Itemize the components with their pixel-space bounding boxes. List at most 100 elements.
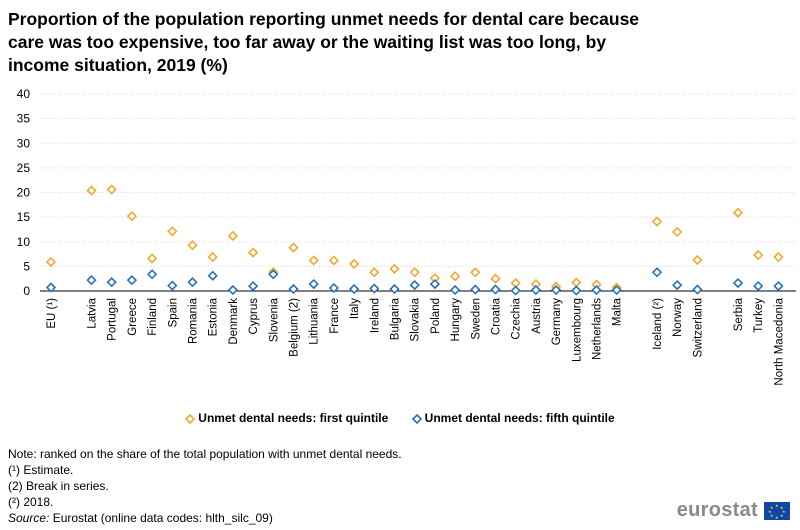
category-label: Norway	[672, 298, 684, 337]
category-label: Serbia	[733, 297, 745, 331]
fifth-quintile-point	[692, 284, 703, 295]
first-quintile-point	[227, 230, 239, 241]
category-label: Croatia	[491, 297, 503, 335]
first-quintile-point	[470, 267, 481, 278]
category-label: Finland	[147, 298, 159, 336]
first-quintile-point	[207, 251, 218, 263]
fifth-quintile-point	[227, 284, 239, 296]
fifth-quintile-point	[651, 267, 663, 278]
eu-flag-icon: ★ ★ ★ ★ ★ ★ ★ ★	[764, 501, 790, 520]
category-label: Switzerland	[692, 298, 704, 357]
notes: Note: ranked on the share of the total p…	[8, 446, 402, 526]
first-quintile-point	[146, 253, 158, 264]
legend-item-first-quintile[interactable]: Unmet dental needs: first quintile	[185, 411, 388, 425]
first-quintile-point	[409, 267, 420, 278]
first-quintile-point	[369, 267, 380, 278]
chart-title: Proportion of the population reporting u…	[8, 9, 640, 75]
fifth-quintile-point	[207, 270, 218, 281]
y-tick-label: 30	[17, 136, 31, 150]
first-quintile-point	[672, 226, 683, 238]
category-label: Iceland (²)	[652, 298, 664, 350]
fifth-quintile-point	[530, 284, 542, 296]
source-label: Source:	[8, 511, 50, 525]
footnote-estimate: (¹) Estimate.	[8, 463, 74, 477]
logo-text: eurostat	[676, 499, 758, 521]
category-label: Slovenia	[268, 297, 280, 342]
first-quintile-point	[167, 226, 178, 237]
category-label: Austria	[531, 297, 543, 333]
fifth-quintile-point	[449, 284, 461, 296]
fifth-quintile-point	[672, 279, 683, 291]
source-text: Eurostat (online data codes: hlth_silc_0…	[52, 511, 273, 525]
category-label: Portugal	[107, 298, 119, 341]
fifth-quintile-point	[429, 278, 441, 290]
fifth-quintile-point	[328, 282, 340, 294]
first-quintile-point	[651, 216, 663, 227]
fifth-quintile-point	[611, 284, 622, 296]
first-quintile-point	[45, 256, 57, 268]
category-label: North Macedonia	[773, 297, 785, 385]
y-tick-label: 0	[23, 284, 30, 298]
first-quintile-point	[126, 211, 138, 222]
category-label: Belgium (2)	[289, 298, 301, 357]
fifth-quintile-point	[106, 277, 117, 288]
category-label: Spain	[167, 298, 179, 327]
fifth-quintile-point	[591, 284, 602, 296]
category-label: Netherlands	[592, 298, 604, 360]
fifth-quintile-point	[571, 285, 582, 296]
category-label: Romania	[188, 297, 200, 344]
fifth-quintile-point	[470, 284, 481, 295]
fifth-quintile-point	[389, 283, 400, 295]
orange-diamond-icon	[185, 413, 196, 424]
category-label: Cyprus	[248, 298, 260, 335]
category-label: France	[329, 298, 341, 334]
y-tick-label: 15	[17, 210, 31, 224]
legend-item-fifth-quintile[interactable]: Unmet dental needs: fifth quintile	[411, 411, 615, 425]
fifth-quintile-point	[490, 284, 501, 295]
source-line: Source: Eurostat (online data codes: hlt…	[8, 510, 402, 526]
first-quintile-point	[449, 271, 461, 282]
chart-plot: 0 5 10 15 20 25 30 35 40 EU (¹) Latvia Portugal Gree…	[17, 87, 796, 386]
fifth-quintile-point	[773, 280, 784, 292]
category-label: Lithuania	[309, 297, 321, 344]
fifth-quintile-point	[247, 280, 259, 292]
category-label: Malta	[612, 297, 624, 326]
category-label: Turkey	[753, 298, 765, 333]
fifth-quintile-point	[753, 280, 764, 292]
legend-label-first: Unmet dental needs: first quintile	[198, 411, 389, 425]
fifth-quintile-point	[308, 278, 319, 290]
y-tick-label: 40	[17, 87, 31, 101]
fifth-quintile-point	[146, 269, 158, 280]
fifth-quintile-point	[550, 284, 562, 296]
fifth-quintile-point	[732, 277, 744, 289]
category-label: Latvia	[87, 297, 99, 328]
eurostat-logo: eurostat ★ ★ ★ ★ ★ ★ ★ ★	[677, 499, 790, 522]
note-ranking: Note: ranked on the share of the total p…	[8, 447, 402, 461]
first-quintile-point	[490, 273, 501, 284]
category-label: Denmark	[228, 298, 240, 345]
category-label: Sweden	[470, 298, 482, 340]
fifth-quintile-point	[126, 275, 138, 286]
footnote-2018: (²) 2018.	[8, 495, 54, 509]
first-quintile-point	[308, 255, 319, 266]
fifth-quintile-point	[348, 283, 360, 295]
category-label: EU (¹)	[46, 298, 58, 329]
first-quintile-point	[732, 207, 744, 218]
fifth-quintile-point	[86, 275, 97, 286]
fifth-quintile-point	[510, 285, 521, 296]
first-quintile-point	[288, 242, 299, 253]
category-label: Luxembourg	[571, 298, 583, 362]
y-tick-label: 20	[17, 186, 31, 200]
blue-diamond-icon	[411, 413, 422, 424]
first-quintile-point	[86, 185, 97, 196]
fifth-quintile-point	[409, 279, 420, 291]
category-label: Bulgaria	[390, 297, 402, 340]
y-tick-label: 35	[17, 112, 31, 126]
category-label: Germany	[551, 298, 563, 346]
first-quintile-point	[106, 184, 117, 195]
category-label: Greece	[127, 298, 139, 336]
fifth-quintile-point	[369, 283, 380, 294]
legend-label-fifth: Unmet dental needs: fifth quintile	[424, 411, 615, 425]
category-label: Italy	[349, 298, 361, 319]
first-quintile-point	[389, 263, 400, 274]
